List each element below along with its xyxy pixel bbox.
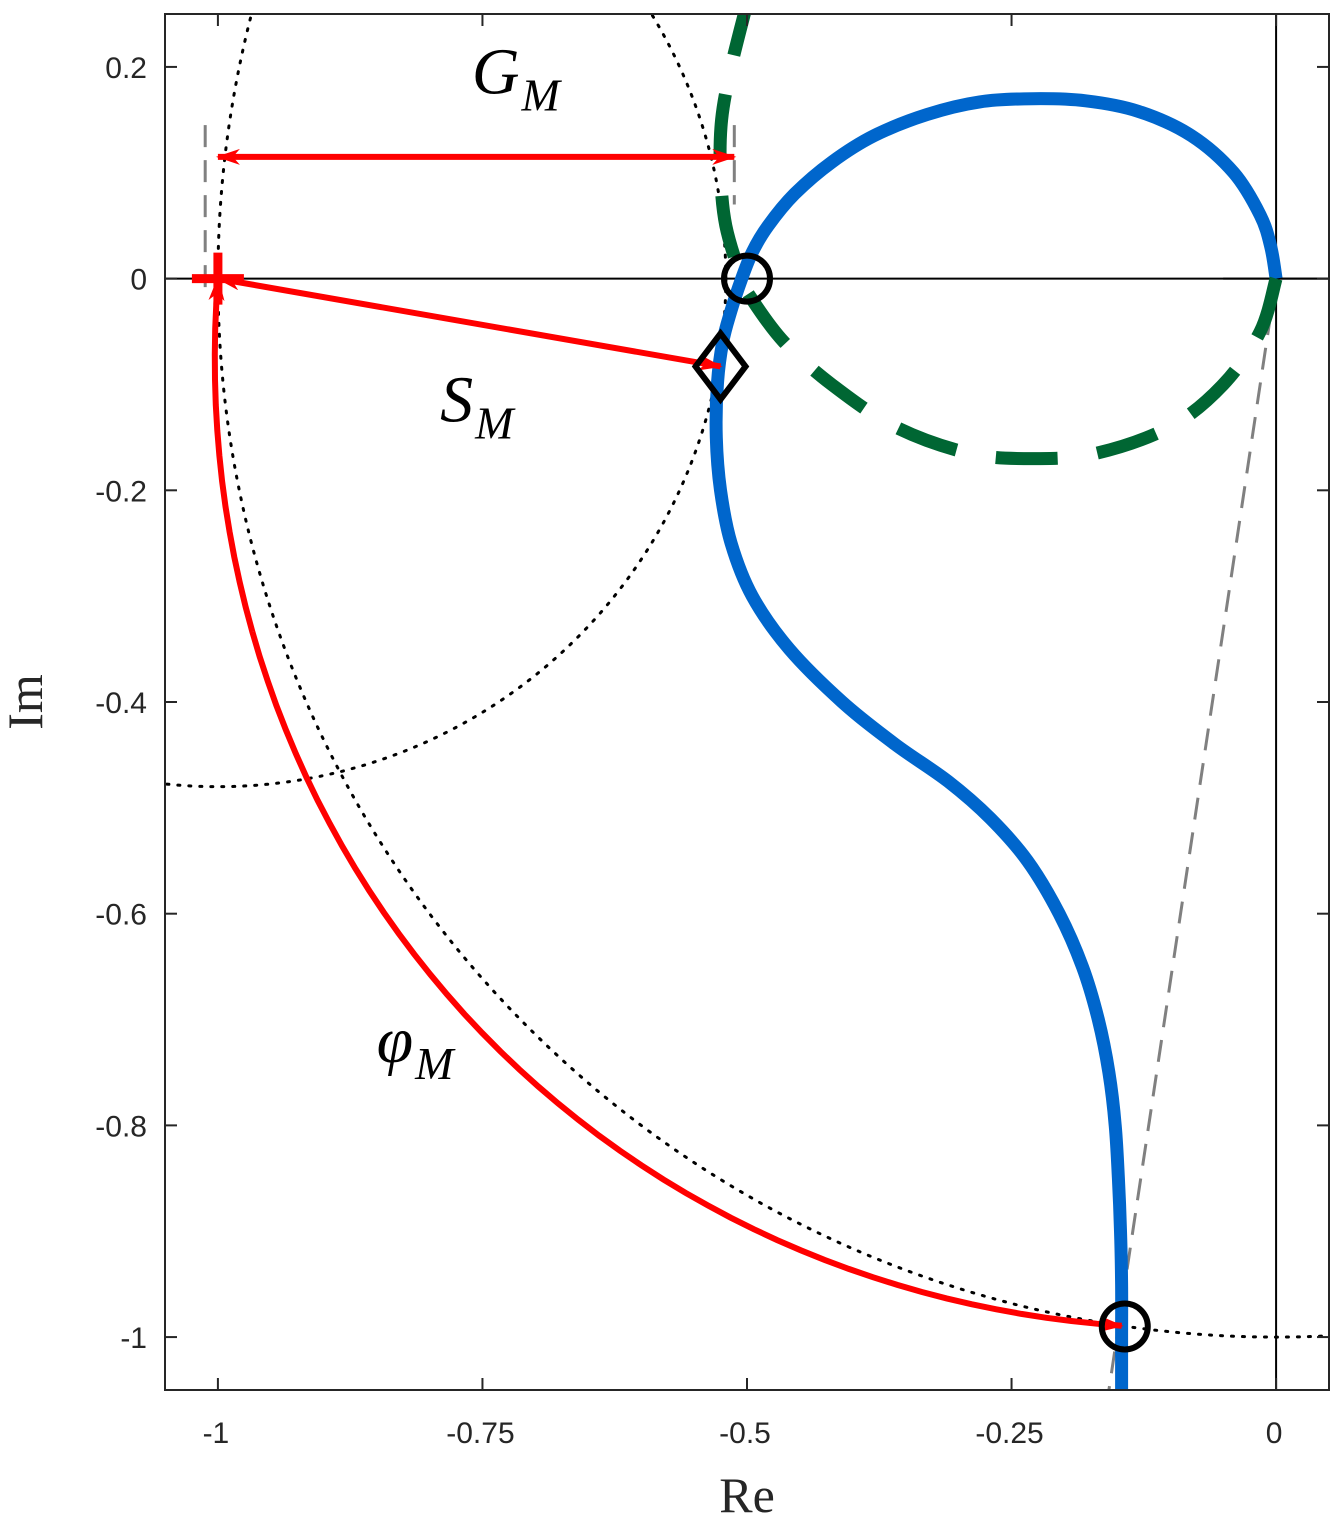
nyquist-curve: [709, 92, 1283, 1390]
gain-margin-label-symbol: G: [472, 35, 520, 108]
x-tick-label: -0.5: [719, 1417, 771, 1450]
y-axis-title: Im: [0, 674, 53, 730]
reference-circle: [165, 14, 728, 789]
y-tick-label: -0.4: [95, 687, 147, 720]
stability-margin-label-subscript: M: [474, 398, 516, 449]
crossing-marker: [721, 252, 773, 305]
x-axis-title: Re: [719, 1467, 775, 1517]
phase-margin-label: φM: [377, 1004, 457, 1089]
phase-margin-label-subscript: M: [414, 1038, 456, 1089]
y-tick-label: 0: [130, 264, 147, 297]
crossing-marker: [1098, 1300, 1151, 1353]
reference-line: [1107, 278, 1278, 1390]
nyquist-mirror-curve: [713, 14, 1283, 466]
critical-point-marker: [191, 252, 244, 305]
y-tick-label: -1: [120, 1322, 147, 1355]
x-tick-label: -0.75: [446, 1417, 514, 1450]
x-tick-label: -1: [203, 1417, 230, 1450]
stability-margin-arrow: [215, 274, 723, 371]
y-tick-label: -0.8: [95, 1110, 147, 1143]
axes-box: [164, 13, 1330, 1391]
x-tick-label: -0.25: [975, 1417, 1043, 1450]
stability-margin-label-symbol: S: [440, 364, 473, 437]
axes-frame: [164, 13, 1330, 1391]
gain-margin-label-subscript: M: [521, 69, 563, 120]
x-tick-label: 0: [1266, 1417, 1283, 1450]
phase-margin-arrow: [208, 276, 1124, 1332]
y-tick-label: 0.2: [105, 52, 147, 85]
phase-margin-label-symbol: φ: [377, 1004, 414, 1077]
stability-margin-label: SM: [440, 364, 516, 449]
y-tick-label: -0.6: [95, 899, 147, 932]
minimum-distance-marker: [691, 328, 750, 405]
y-tick-label: -0.2: [95, 475, 147, 508]
gain-margin-label: GM: [472, 35, 563, 120]
axis-ticks: -1 -0.75 -0.5 -0.25 0 0.2 0 -0.2 -0.4 -0.6 -0.8 -1: [95, 14, 1329, 1450]
